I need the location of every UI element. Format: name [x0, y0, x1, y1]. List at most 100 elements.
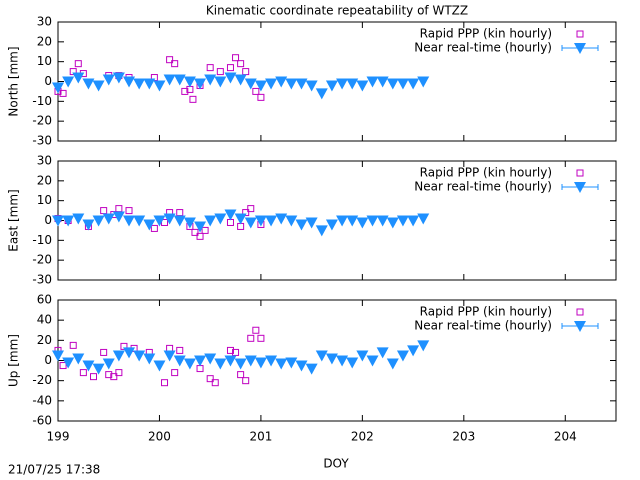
data-point [257, 334, 265, 342]
legend-marker [576, 308, 584, 316]
data-point [407, 215, 420, 227]
data-point [252, 326, 260, 334]
data-point [173, 74, 186, 86]
data-point [123, 347, 136, 359]
legend-marker [574, 182, 586, 193]
data-point [407, 78, 420, 90]
data-point [232, 54, 240, 62]
data-point [82, 219, 95, 231]
data-point [62, 215, 75, 227]
data-point [102, 74, 115, 86]
data-point [325, 80, 338, 92]
data-point [295, 360, 308, 372]
y-tick-label: 0 [44, 353, 52, 367]
data-point [115, 205, 123, 213]
y-tick-label: 0 [44, 74, 52, 88]
data-point [120, 342, 128, 350]
y-tick-label: -30 [32, 273, 52, 287]
data-point [74, 60, 82, 68]
data-point [315, 88, 328, 100]
data-point [265, 78, 278, 90]
data-point [171, 60, 179, 68]
data-point [181, 87, 189, 95]
data-point [234, 213, 247, 225]
timestamp: 21/07/25 17:38 [8, 463, 100, 477]
data-point [191, 228, 199, 236]
data-point [244, 217, 257, 229]
data-point [206, 64, 214, 72]
y-tick-label: 60 [37, 293, 52, 307]
data-point [92, 363, 105, 375]
data-point [346, 357, 359, 369]
data-point [237, 60, 245, 68]
y-tick-label: 20 [37, 173, 52, 187]
y-tick-label: 30 [37, 154, 52, 168]
data-point [247, 334, 255, 342]
data-point [194, 78, 207, 90]
data-point [173, 215, 186, 227]
y-tick-label: -10 [32, 94, 52, 108]
data-point [336, 78, 349, 90]
data-point [183, 217, 196, 229]
data-point [183, 76, 196, 88]
data-point [214, 76, 227, 88]
legend-label: Near real-time (hourly) [414, 319, 552, 333]
data-point [204, 353, 217, 365]
data-point [123, 76, 136, 88]
data-point [163, 350, 176, 362]
data-point [52, 215, 64, 227]
data-point [82, 78, 95, 90]
data-point [100, 348, 108, 356]
data-point [346, 215, 359, 227]
data-point [166, 56, 174, 64]
data-point [275, 76, 288, 88]
data-point [242, 68, 250, 76]
data-point [143, 353, 156, 365]
y-axis-label: East [mm] [7, 189, 21, 251]
data-point [110, 373, 118, 381]
data-point [285, 215, 298, 227]
data-point [396, 350, 409, 362]
data-point [244, 78, 257, 90]
data-point [386, 217, 399, 229]
x-axis-label: DOY [323, 457, 349, 471]
chart-title: Kinematic coordinate repeatability of WT… [206, 4, 468, 18]
data-point [386, 358, 399, 370]
data-point [356, 80, 369, 92]
x-tick-label: 201 [249, 430, 272, 444]
data-point [112, 72, 125, 84]
data-point [305, 363, 318, 375]
data-point [305, 217, 318, 229]
data-point [206, 375, 214, 383]
data-point [214, 358, 227, 370]
data-point [325, 353, 338, 365]
data-point [125, 207, 133, 215]
data-point [133, 215, 146, 227]
data-point [356, 217, 369, 229]
data-point [336, 215, 349, 227]
data-point [100, 207, 108, 215]
data-point [176, 209, 184, 217]
y-tick-label: 30 [37, 15, 52, 29]
data-point [92, 80, 105, 92]
x-tick-label: 202 [351, 430, 374, 444]
data-point [396, 78, 409, 90]
y-tick-label: 20 [37, 34, 52, 48]
legend-marker [576, 169, 584, 177]
legend-marker [574, 43, 586, 54]
x-tick-label: 200 [148, 430, 171, 444]
y-tick-label: -20 [32, 114, 52, 128]
data-point [59, 89, 67, 97]
data-point [102, 213, 115, 225]
y-tick-label: -30 [32, 134, 52, 148]
data-point [143, 219, 156, 231]
y-tick-label: -10 [32, 233, 52, 247]
data-point [123, 215, 136, 227]
y-tick-label: 10 [37, 193, 52, 207]
data-point [150, 224, 158, 232]
legend-label: Rapid PPP (kin hourly) [420, 27, 552, 41]
data-point [171, 369, 179, 377]
data-point [211, 379, 219, 387]
data-point [295, 219, 308, 231]
data-point [226, 64, 234, 72]
